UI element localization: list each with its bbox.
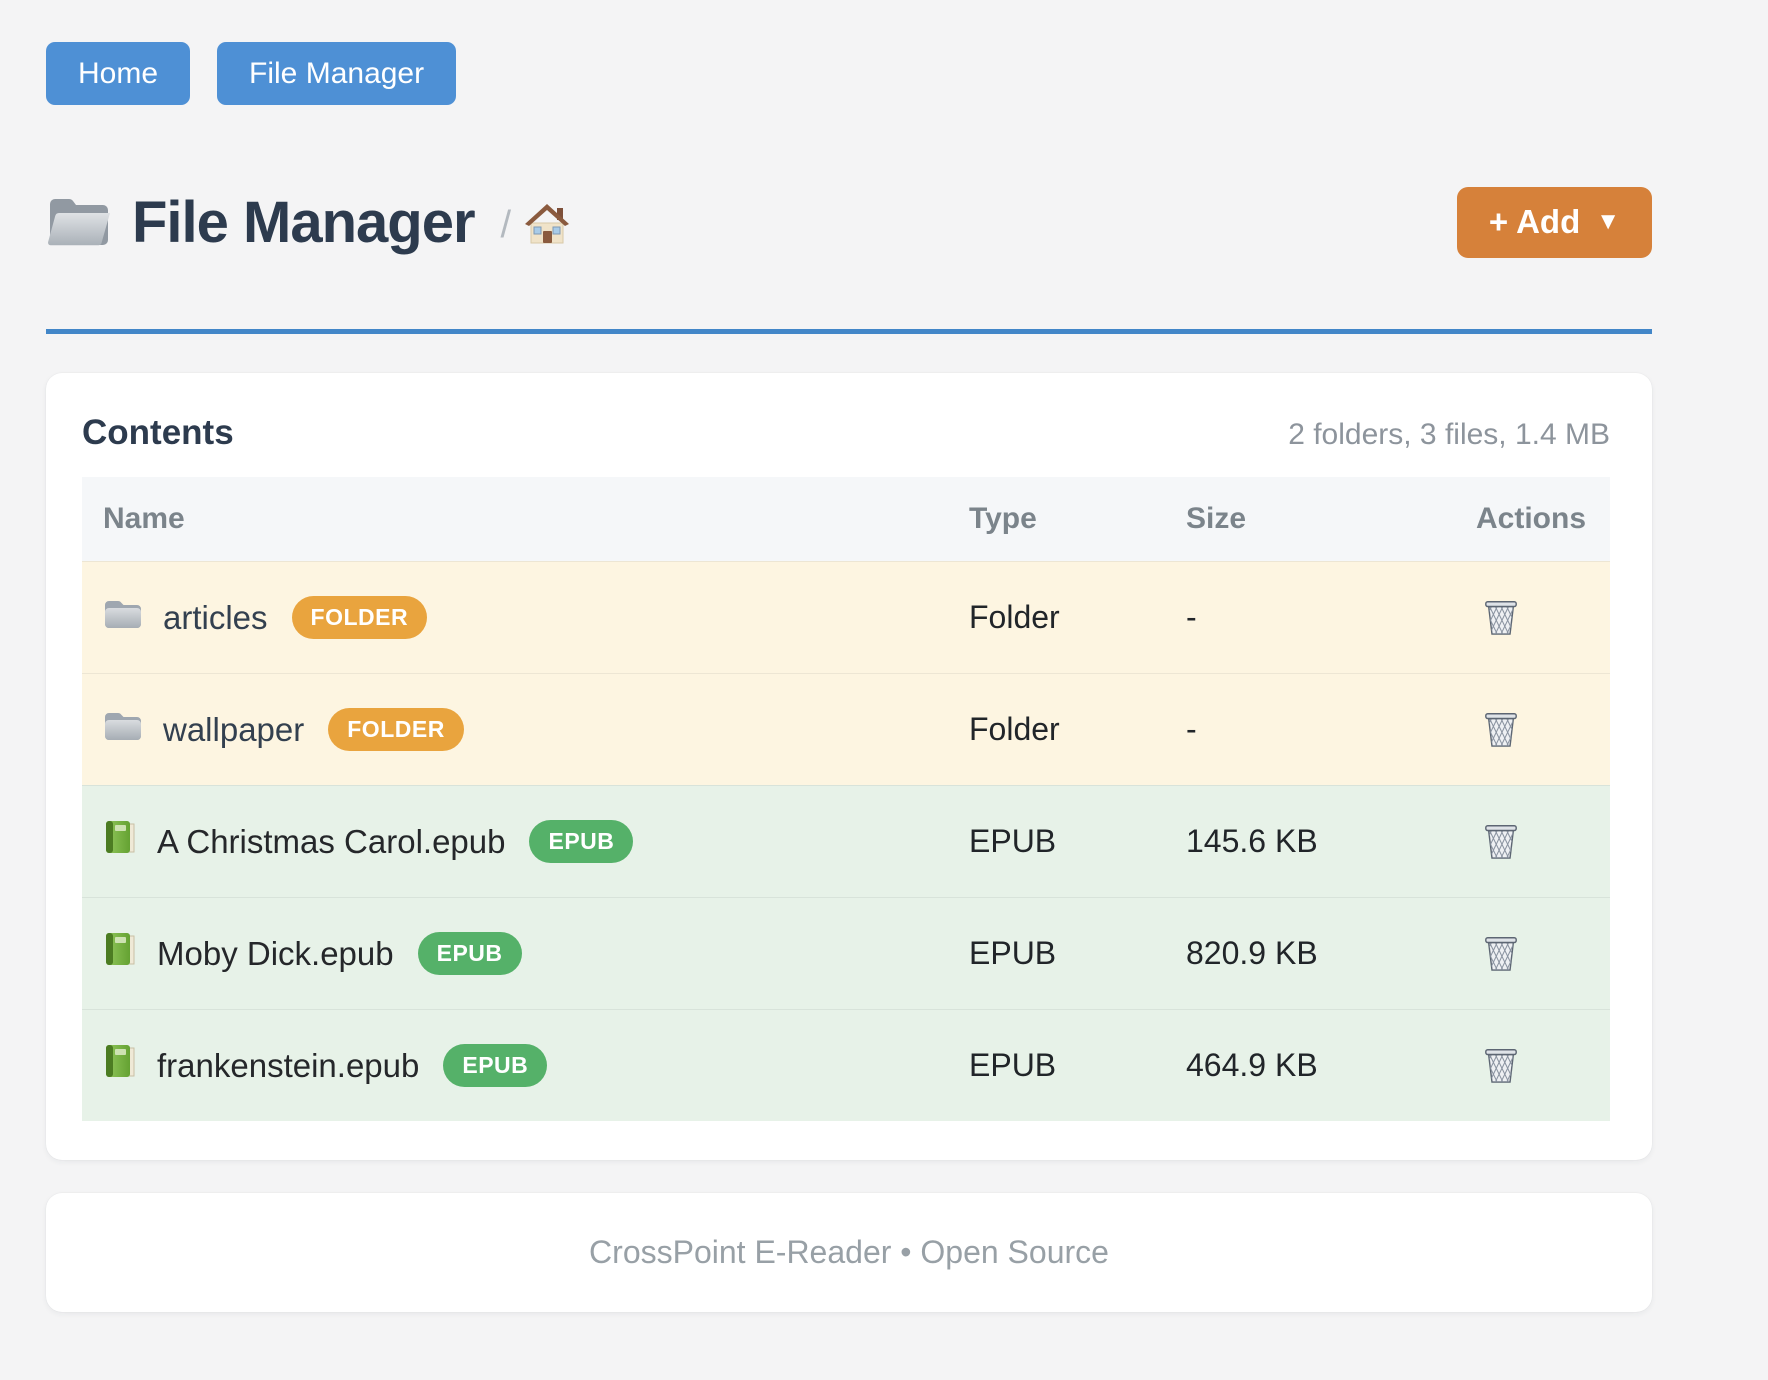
add-button[interactable]: + Add ▼ [1456, 186, 1652, 258]
table-header: Name Type Size Actions [82, 477, 1610, 561]
row-type: Folder [969, 599, 1060, 635]
table-row[interactable]: A Christmas Carol.epub EPUB EPUB 145.6 K… [82, 785, 1610, 897]
trash-icon [1482, 596, 1520, 639]
trash-icon [1482, 820, 1520, 863]
open-folder-icon [46, 192, 112, 253]
table-row[interactable]: articles FOLDER Folder - [82, 561, 1610, 673]
table-row[interactable]: Moby Dick.epub EPUB EPUB 820.9 KB [82, 897, 1610, 1009]
contents-summary: 2 folders, 3 files, 1.4 MB [1288, 418, 1610, 451]
house-icon[interactable] [525, 203, 570, 250]
trash-icon [1482, 932, 1520, 975]
page-header: File Manager / + Add ▼ [46, 185, 1652, 259]
table-row[interactable]: wallpaper FOLDER Folder - [82, 673, 1610, 785]
row-size: 145.6 KB [1186, 823, 1318, 859]
folder-icon [103, 597, 143, 638]
row-size: 464.9 KB [1186, 1047, 1318, 1083]
row-name[interactable]: articles [163, 598, 268, 636]
trash-icon [1482, 1044, 1520, 1087]
row-name[interactable]: A Christmas Carol.epub [157, 822, 506, 860]
delete-button[interactable] [1480, 594, 1522, 641]
footer-text: CrossPoint E-Reader • Open Source [589, 1234, 1109, 1270]
column-header-name: Name [103, 502, 185, 535]
type-badge: EPUB [529, 820, 634, 863]
file-manager-button[interactable]: File Manager [217, 42, 457, 105]
title-divider [46, 329, 1652, 334]
contents-title: Contents [82, 413, 234, 452]
row-type: EPUB [969, 823, 1057, 859]
home-button[interactable]: Home [46, 42, 191, 105]
add-button-label: + Add [1488, 203, 1581, 240]
page-title: File Manager [132, 189, 476, 255]
green-book-icon [103, 819, 137, 865]
row-size: - [1186, 599, 1197, 635]
top-nav: Home File Manager [46, 0, 1652, 105]
delete-button[interactable] [1480, 1042, 1522, 1089]
delete-button[interactable] [1480, 818, 1522, 865]
footer-card: CrossPoint E-Reader • Open Source [46, 1193, 1652, 1312]
row-name[interactable]: frankenstein.epub [157, 1046, 420, 1084]
row-type: EPUB [969, 1047, 1057, 1083]
green-book-icon [103, 1043, 137, 1089]
row-size: - [1186, 711, 1197, 747]
row-size: 820.9 KB [1186, 935, 1318, 971]
type-badge: EPUB [417, 932, 522, 975]
row-type: EPUB [969, 935, 1057, 971]
contents-card: Contents 2 folders, 3 files, 1.4 MB Name… [46, 373, 1652, 1160]
delete-button[interactable] [1480, 930, 1522, 977]
files-table: Name Type Size Actions a [82, 477, 1610, 1121]
table-row[interactable]: frankenstein.epub EPUB EPUB 464.9 KB [82, 1009, 1610, 1121]
caret-down-icon: ▼ [1596, 208, 1620, 235]
type-badge: EPUB [443, 1044, 548, 1087]
column-header-actions: Actions [1476, 502, 1587, 535]
column-header-type: Type [969, 502, 1037, 535]
delete-button[interactable] [1480, 706, 1522, 753]
folder-icon [103, 709, 143, 750]
green-book-icon [103, 931, 137, 977]
row-name[interactable]: Moby Dick.epub [157, 934, 394, 972]
type-badge: FOLDER [328, 708, 464, 751]
breadcrumb-separator: / [500, 203, 512, 246]
column-header-size: Size [1186, 502, 1247, 535]
trash-icon [1482, 708, 1520, 751]
table-body: articles FOLDER Folder - [82, 561, 1610, 1121]
row-type: Folder [969, 711, 1060, 747]
row-name[interactable]: wallpaper [163, 710, 305, 748]
type-badge: FOLDER [291, 596, 428, 639]
